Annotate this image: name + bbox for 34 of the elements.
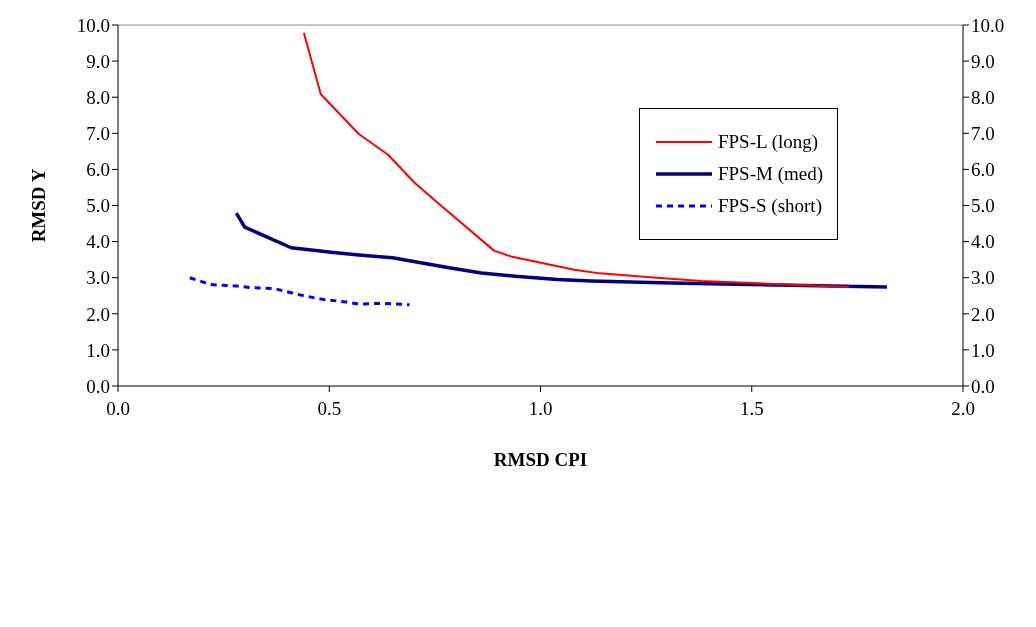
y2-tick-label: 6.0 (971, 159, 995, 181)
y2-tick-label: 0.0 (971, 375, 995, 397)
y-tick-label: 6.0 (86, 159, 110, 181)
y-tick-label: 9.0 (86, 50, 110, 72)
y-tick-label: 8.0 (86, 86, 110, 108)
y2-tick-label: 10.0 (971, 14, 1005, 36)
legend-label: FPS-M (med) (717, 163, 823, 185)
y-tick-label: 2.0 (86, 303, 110, 325)
y-axis-title: RMSD Y (27, 168, 49, 243)
x-axis-title: RMSD CPI (493, 449, 588, 470)
y-tick-label: 10.0 (76, 14, 110, 36)
y-tick-label: 0.0 (86, 375, 110, 397)
y2-tick-label: 8.0 (971, 86, 995, 108)
y2-tick-label: 2.0 (971, 303, 995, 325)
x-tick-label: 0.5 (317, 398, 342, 420)
y-tick-label: 3.0 (86, 267, 110, 289)
x-tick-label: 1.5 (739, 398, 764, 420)
y-tick-label: 5.0 (86, 195, 110, 217)
y2-tick-label: 3.0 (971, 267, 995, 289)
legend-label: FPS-S (short) (717, 195, 822, 217)
y2-tick-label: 4.0 (971, 231, 995, 253)
y2-tick-label: 7.0 (971, 123, 995, 145)
y-tick-label: 7.0 (86, 123, 110, 145)
line-series (302, 31, 850, 289)
y2-tick-label: 9.0 (971, 50, 995, 72)
y2-tick-label: 5.0 (971, 195, 995, 217)
y2-tick-label: 1.0 (971, 339, 995, 361)
legend-label: FPS-L (long) (717, 131, 819, 153)
y-tick-label: 1.0 (86, 339, 110, 361)
line-series (188, 276, 412, 307)
x-tick-label: 1.0 (528, 398, 553, 420)
x-tick-label: 0.0 (106, 398, 130, 420)
y-tick-label: 4.0 (86, 231, 110, 253)
x-tick-label: 2.0 (951, 398, 975, 420)
